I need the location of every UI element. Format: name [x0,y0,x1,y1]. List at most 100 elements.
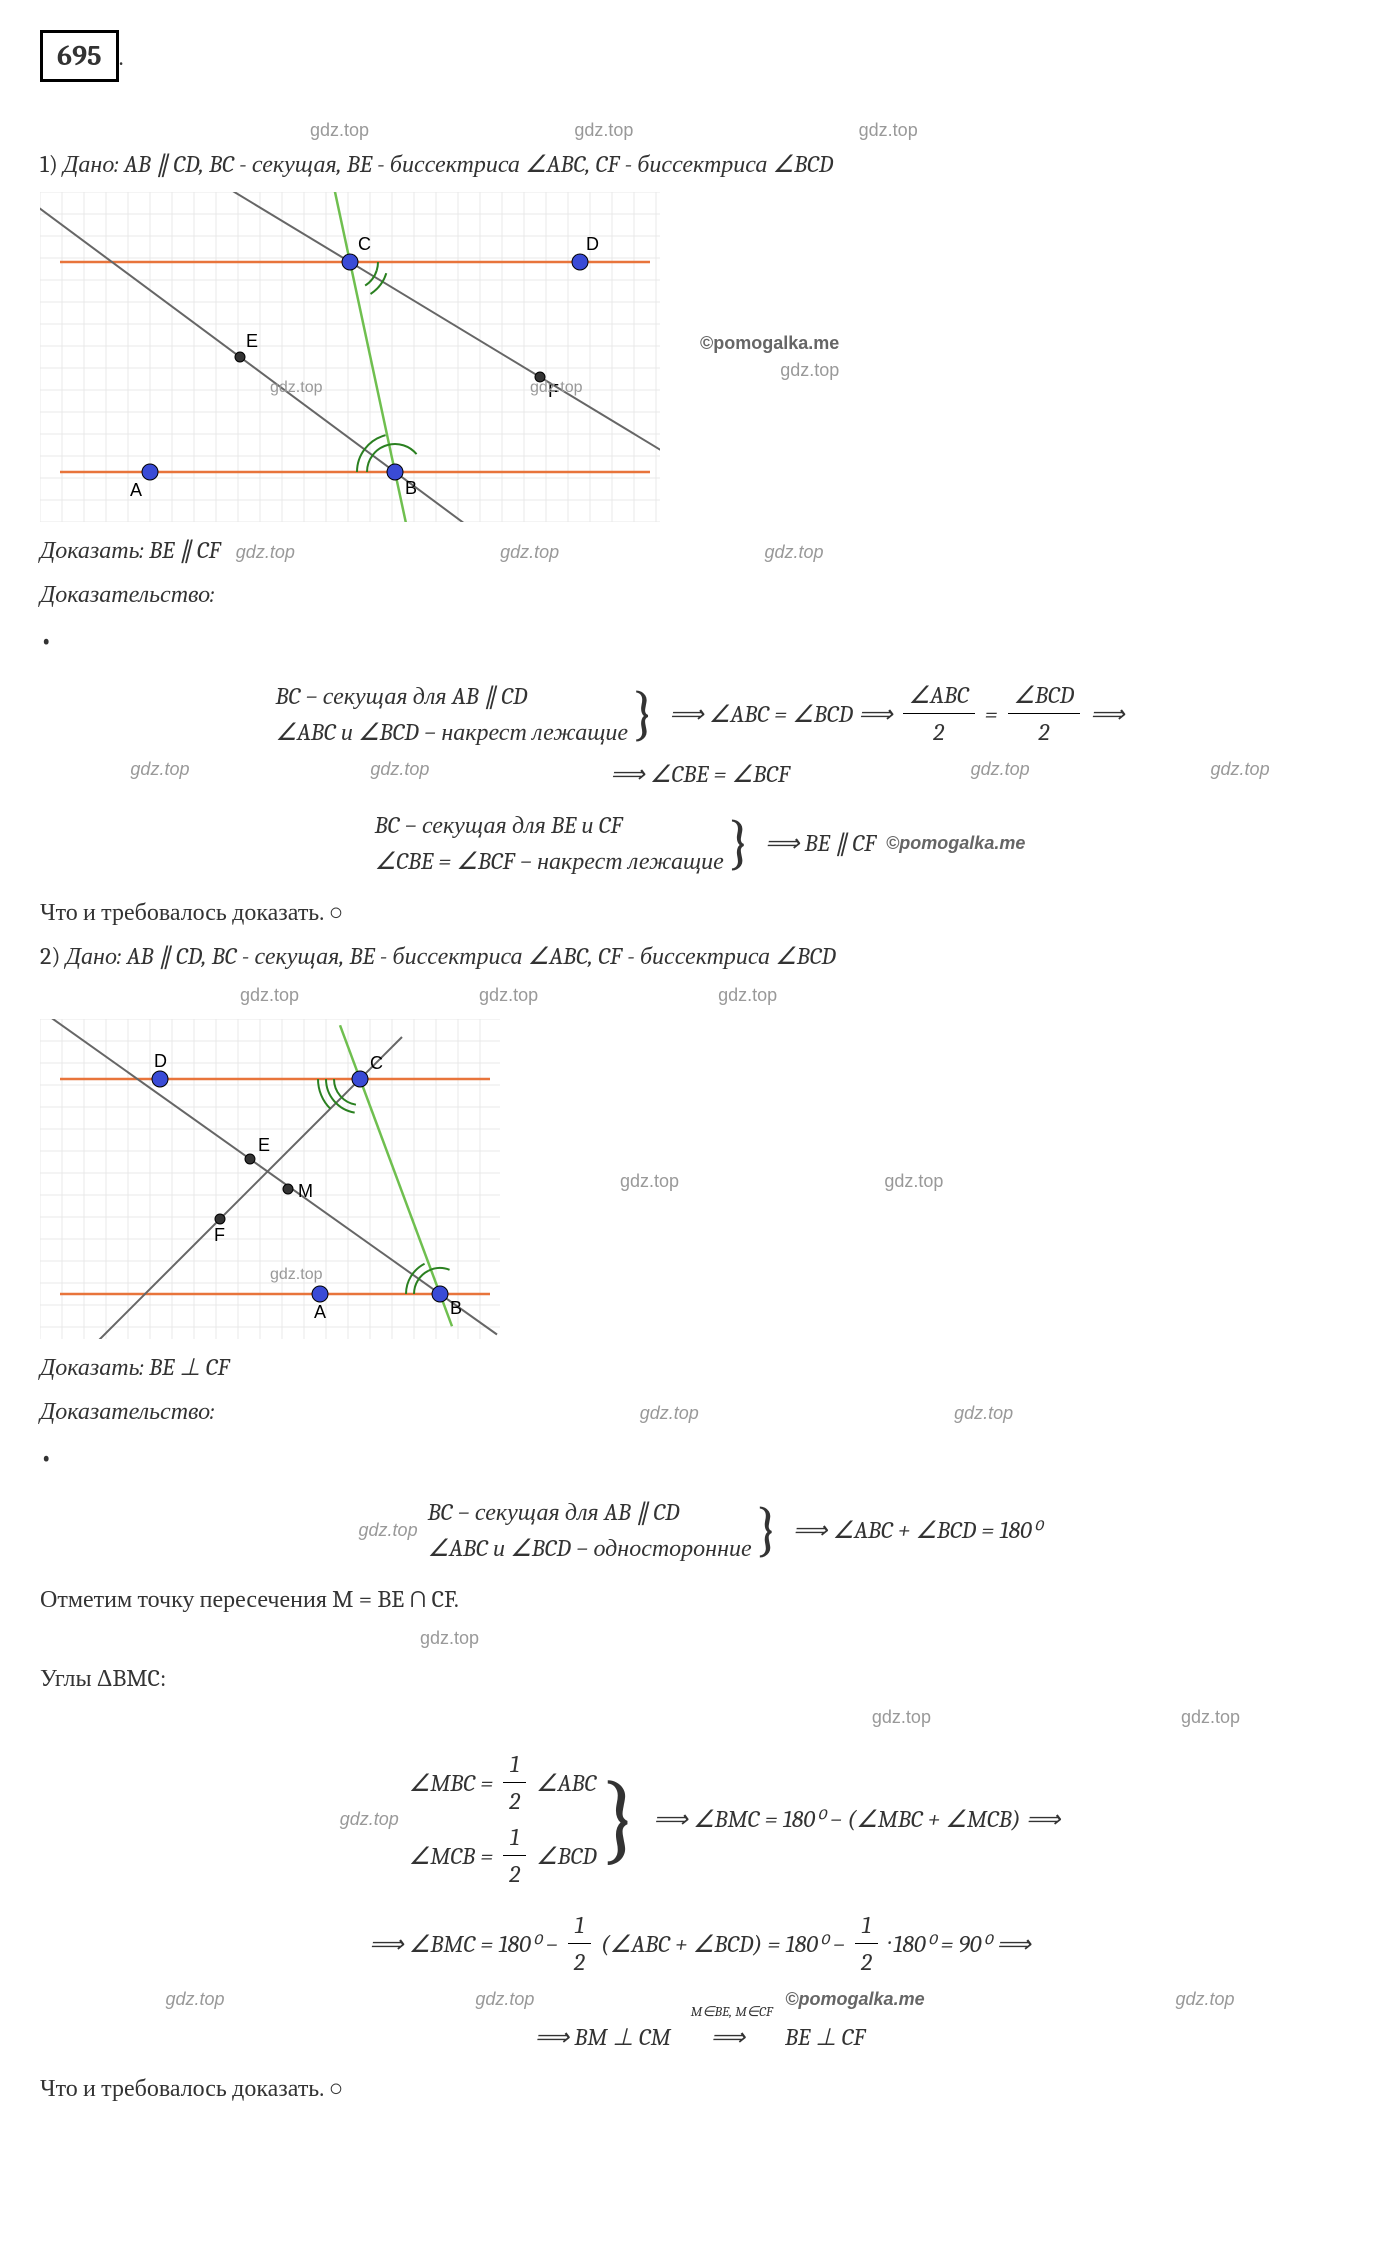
r2a: ⟹ ∠BMC = 180⁰ − [369,1926,558,1962]
r2fn: 1 [568,1907,591,1944]
svg-text:F: F [214,1225,225,1245]
p2s1r: ⟹ ∠ABC + ∠BCD = 180⁰ [793,1512,1042,1548]
wm: gdz.top [1181,1704,1240,1731]
wm: gdz.top [764,542,823,562]
given-label2: Дано [66,942,117,970]
wm: gdz.top [971,756,1030,792]
prove-text: : BE ∥ CF [140,536,221,564]
r2b: (∠ABC + ∠BCD) = 180⁰ − [601,1926,845,1962]
svg-text:gdz.top: gdz.top [530,379,583,396]
wm: gdz.top [884,1171,943,1191]
wm: gdz.top [640,1403,699,1423]
r3a: ⟹ BM ⊥ CM [535,2019,671,2055]
qed2: Что и требовалось доказать. ○ [40,2070,1360,2106]
mcb: ∠MCB = [409,1838,493,1874]
wm: gdz.top [420,1625,1360,1652]
wm: gdz.top [475,1986,534,2013]
mcb-fn: 1 [503,1819,526,1856]
proof2-step1: gdz.top BC − секущая для AB ∥ CD ∠ABC и … [40,1494,1360,1566]
given-label: Дано [63,150,114,178]
wm: gdz.top [370,756,429,792]
r3arrow: ⟹ [681,2023,775,2051]
wm: gdz.top [700,357,839,384]
s1l1: BC − секущая для AB ∥ CD [275,682,527,710]
wm: gdz.top [479,982,538,1009]
s1r1: ⟹ ∠ABC = ∠BCD ⟹ [669,696,892,732]
p2s1l1: BC − секущая для AB ∥ CD [428,1498,680,1526]
s1l2: ∠ABC и ∠BCD − накрест лежащие [275,718,628,746]
given-text: : AB ∥ CD, BC - секущая, BE - биссектрис… [114,150,833,178]
wm: gdz.top [310,120,369,140]
svg-text:C: C [370,1053,383,1073]
s2l2: ∠CBE = ∠BCF − накрест лежащие [375,847,724,875]
f1n: ∠ABC [903,677,975,714]
r2c: · 180⁰ = 90⁰ ⟹ [888,1926,1031,1962]
f1d: 2 [903,714,975,750]
proof2-step3: ⟹ ∠BMC = 180⁰ − 1 2 (∠ABC + ∠BCD) = 180⁰… [40,1907,1360,2055]
wm: gdz.top [872,1704,931,1731]
svg-text:gdz.top: gdz.top [270,1266,323,1283]
diagram-2-svg: ABCDEFMgdz.top [40,1019,500,1339]
s1r2: ⟹ ∠CBE = ∠BCF [610,756,790,792]
f2d: 2 [1008,714,1081,750]
colon: : [210,1397,214,1425]
problem-number: 695 [40,30,119,82]
prove-label: Доказать [40,536,140,564]
mbc-fd: 2 [503,1783,526,1819]
f2n: ∠BCD [1008,677,1081,714]
proof2-step2: gdz.top ∠MBC = 1 2 ∠ABC ∠MCB = 1 2 [40,1746,1360,1892]
diagram-1-svg: ABCDEFgdz.topgdz.top [40,192,660,522]
mbc-fn: 1 [503,1746,526,1783]
svg-text:E: E [258,1135,270,1155]
mcb-fd: 2 [503,1856,526,1892]
mbc: ∠MBC = [409,1765,493,1801]
part1-given: gdz.top gdz.top gdz.top 1) Дано: AB ∥ CD… [40,110,1360,182]
r2fn2: 1 [855,1907,878,1944]
wm: gdz.top [236,542,295,562]
wm-pomogalka: ©pomogalka.me [785,1986,924,2013]
part2-given: 2) Дано: AB ∥ CD, BC - секущая, BE - бис… [40,938,1360,974]
s2l1: BC − секущая для BE и CF [375,811,623,839]
r2fd: 2 [568,1944,591,1980]
p2s1l2: ∠ABC и ∠BCD − односторонние [428,1534,752,1562]
proof-step2: BC − секущая для BE и CF ∠CBE = ∠BCF − н… [40,807,1360,879]
arrow: ⟹ [1090,696,1124,732]
s2r: ⟹ BE ∥ CF [765,825,876,861]
bullet: • [40,620,1360,662]
mcb-a: ∠BCD [536,1838,597,1874]
proof-label-1: Доказательство: [40,576,1360,612]
proof-label-2: Доказательство: gdz.top gdz.top [40,1393,1360,1429]
bullet: • [40,1437,1360,1479]
svg-text:gdz.top: gdz.top [270,379,323,396]
r1: ⟹ ∠BMC = 180⁰ − (∠MBC + ∠MCB) ⟹ [653,1801,1060,1837]
svg-text:D: D [586,234,599,254]
svg-text:A: A [130,480,142,500]
svg-text:E: E [246,331,258,351]
prove-label2: Доказать [40,1353,140,1381]
proof-label: Доказательство [40,580,210,608]
diagram-2: ABCDEFMgdz.top gdz.top gdz.top [40,1019,1360,1339]
wm: gdz.top [165,1986,224,2013]
wm: gdz.top [359,1517,418,1544]
prove-1: Доказать: BE ∥ CF gdz.top gdz.top gdz.to… [40,532,1360,568]
wm: gdz.top [340,1806,399,1833]
wm-pomogalka: ©pomogalka.me [886,830,1025,857]
given-text2: : AB ∥ CD, BC - секущая, BE - биссектрис… [117,942,836,970]
wm: gdz.top [859,120,918,140]
prove-text2: : BE ⊥ CF [140,1353,230,1381]
qed1: Что и требовалось доказать. ○ [40,894,1360,930]
period: . [119,43,124,71]
colon: : [210,580,214,608]
diagram-1: ABCDEFgdz.topgdz.top ©pomogalka.me gdz.t… [40,192,1360,522]
wm: gdz.top [954,1403,1013,1423]
wm: gdz.top [574,120,633,140]
brace-icon: } [632,690,655,738]
r3sup: M∈BE, M∈CF [691,2001,773,2022]
svg-text:A: A [314,1302,326,1322]
wm-pomogalka: ©pomogalka.me [700,330,839,357]
svg-text:D: D [154,1051,167,1071]
proof-label: Доказательство [40,1397,210,1425]
wm: gdz.top [1175,1986,1234,2013]
wm: gdz.top [500,542,559,562]
r3b: BE ⊥ CF [785,2019,865,2055]
